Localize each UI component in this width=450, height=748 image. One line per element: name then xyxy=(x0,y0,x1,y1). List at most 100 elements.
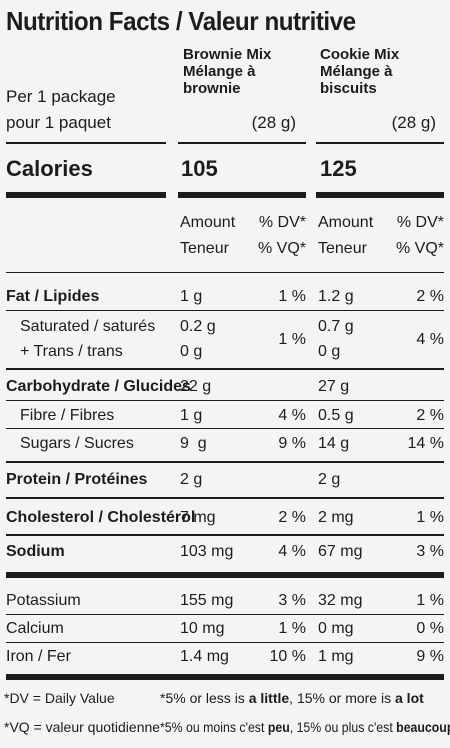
rule xyxy=(6,497,444,499)
iron-cookie-amount: 1 mg xyxy=(318,648,354,665)
rule xyxy=(178,192,306,198)
footnote-en-scale: *5% or less is a little, 15% or more is … xyxy=(160,690,424,706)
brownie-name-en: Brownie Mix xyxy=(183,46,272,63)
brownie-serving-weight: (28 g) xyxy=(251,113,296,132)
footnote-fr-scale: *5% ou moins c'est peu, 15% ou plus c'es… xyxy=(160,719,450,735)
fibre-brownie-amount: 1 g xyxy=(180,407,203,424)
footnote-fr-peu: peu xyxy=(267,719,290,735)
footnote-en-lot: a lot xyxy=(395,690,424,706)
footnote-fr-beaucoup: beaucoup xyxy=(396,719,450,735)
carbohydrate-label: Carbohydrate / Glucides xyxy=(6,378,191,395)
potassium-cookie-amount: 32 mg xyxy=(318,592,363,609)
footnote-fr-mid: , 15% ou plus c'est xyxy=(289,719,397,735)
footnote-fr-pre: *5% ou moins c'est xyxy=(160,719,268,735)
saturated-brownie-amount: 0.2 g xyxy=(180,318,216,335)
protein-cookie-amount: 2 g xyxy=(318,471,341,488)
trans-brownie-amount: 0 g xyxy=(180,343,203,360)
cookie-name-fr2: biscuits xyxy=(320,80,377,97)
calories-label: Calories xyxy=(6,156,93,181)
calcium-cookie-dv: 0 % xyxy=(416,620,444,637)
sodium-cookie-dv: 3 % xyxy=(416,543,444,560)
trans-cookie-amount: 0 g xyxy=(318,343,341,360)
brownie-name-fr2: brownie xyxy=(183,80,241,97)
carbohydrate-cookie-amount: 27 g xyxy=(318,378,350,395)
brownie-name-fr1: Mélange à xyxy=(183,63,256,80)
rule xyxy=(6,272,444,273)
cookie-amount-header: Amount Teneur xyxy=(318,210,373,262)
column-header-brownie: Brownie Mix Mélange à brownie xyxy=(183,46,271,97)
fibre-label: Fibre / Fibres xyxy=(20,407,115,424)
fibre-cookie-amount: 0.5 g xyxy=(318,407,354,424)
fat-brownie-dv: 1 % xyxy=(278,288,306,305)
rule xyxy=(316,142,444,144)
cholesterol-brownie-amount: 7 mg xyxy=(180,509,216,526)
cholesterol-brownie-dv: 2 % xyxy=(278,509,306,526)
dv-label: % DV* xyxy=(396,214,444,231)
footnote-en-pre: *5% or less is xyxy=(160,690,249,706)
calcium-brownie-amount: 10 mg xyxy=(180,620,225,637)
iron-label: Iron / Fer xyxy=(6,648,71,665)
rule xyxy=(6,310,444,311)
protein-label: Protein / Protéines xyxy=(6,471,148,488)
cookie-dv-header: % DV* % VQ* xyxy=(374,210,444,262)
sat-trans-cookie-dv: 4 % xyxy=(416,331,444,348)
cholesterol-label: Cholesterol / Cholestérol xyxy=(6,509,196,526)
footnote-dv: *DV = Daily Value xyxy=(4,690,115,706)
cookie-name-fr1: Mélange à xyxy=(320,63,393,80)
teneur-label: Teneur xyxy=(180,240,229,257)
fat-cookie-amount: 1.2 g xyxy=(318,288,354,305)
footnote-vq: *VQ = valeur quotidienne xyxy=(4,719,161,735)
rule xyxy=(6,368,444,370)
sugars-brownie-dv: 9 % xyxy=(278,435,306,452)
footnote-en-mid: , 15% or more is xyxy=(289,690,395,706)
column-header-cookie: Cookie Mix Mélange à biscuits xyxy=(320,46,399,97)
rule xyxy=(6,400,444,401)
rule xyxy=(6,461,444,463)
brownie-dv-header: % DV* % VQ* xyxy=(236,210,306,262)
protein-brownie-amount: 2 g xyxy=(180,471,203,488)
rule xyxy=(6,192,166,198)
rule xyxy=(6,572,444,578)
rule xyxy=(316,192,444,198)
potassium-brownie-amount: 155 mg xyxy=(180,592,234,609)
brownie-calories: 105 xyxy=(181,156,218,181)
cholesterol-cookie-amount: 2 mg xyxy=(318,509,354,526)
potassium-label: Potassium xyxy=(6,592,81,609)
brownie-amount-header: Amount Teneur xyxy=(180,210,235,262)
rule xyxy=(6,142,166,144)
fibre-cookie-dv: 2 % xyxy=(416,407,444,424)
sodium-brownie-amount: 103 mg xyxy=(180,543,234,560)
footnote-en-little: a little xyxy=(248,690,290,706)
rule xyxy=(6,614,444,615)
amount-label: Amount xyxy=(318,214,374,231)
teneur-label: Teneur xyxy=(318,240,367,257)
sat-trans-brownie-dv: 1 % xyxy=(278,331,306,348)
serving-size: Per 1 package pour 1 paquet xyxy=(6,84,116,136)
fibre-brownie-dv: 4 % xyxy=(278,407,306,424)
iron-cookie-dv: 9 % xyxy=(416,648,444,665)
cholesterol-cookie-dv: 1 % xyxy=(416,509,444,526)
serving-line-fr: pour 1 paquet xyxy=(6,113,111,132)
cookie-calories: 125 xyxy=(320,156,357,181)
cookie-name-en: Cookie Mix xyxy=(320,46,400,63)
rule xyxy=(6,428,444,429)
rule xyxy=(6,642,444,643)
calcium-brownie-dv: 1 % xyxy=(278,620,306,637)
fat-label: Fat / Lipides xyxy=(6,288,100,305)
potassium-cookie-dv: 1 % xyxy=(416,592,444,609)
cookie-serving-weight: (28 g) xyxy=(391,113,436,132)
saturated-cookie-amount: 0.7 g xyxy=(318,318,354,335)
potassium-brownie-dv: 3 % xyxy=(278,592,306,609)
rule xyxy=(6,534,444,536)
carbohydrate-brownie-amount: 22 g xyxy=(180,378,212,395)
sugars-cookie-dv: 14 % xyxy=(407,435,444,452)
saturated-label: Saturated / saturés xyxy=(20,318,156,335)
iron-brownie-amount: 1.4 mg xyxy=(180,648,229,665)
sodium-cookie-amount: 67 mg xyxy=(318,543,363,560)
sodium-brownie-dv: 4 % xyxy=(278,543,306,560)
sugars-cookie-amount: 14 g xyxy=(318,435,350,452)
fat-cookie-dv: 2 % xyxy=(416,288,444,305)
vq-label: % VQ* xyxy=(395,240,444,257)
sugars-brownie-amount: 9 g xyxy=(180,435,207,452)
vq-label: % VQ* xyxy=(257,240,306,257)
